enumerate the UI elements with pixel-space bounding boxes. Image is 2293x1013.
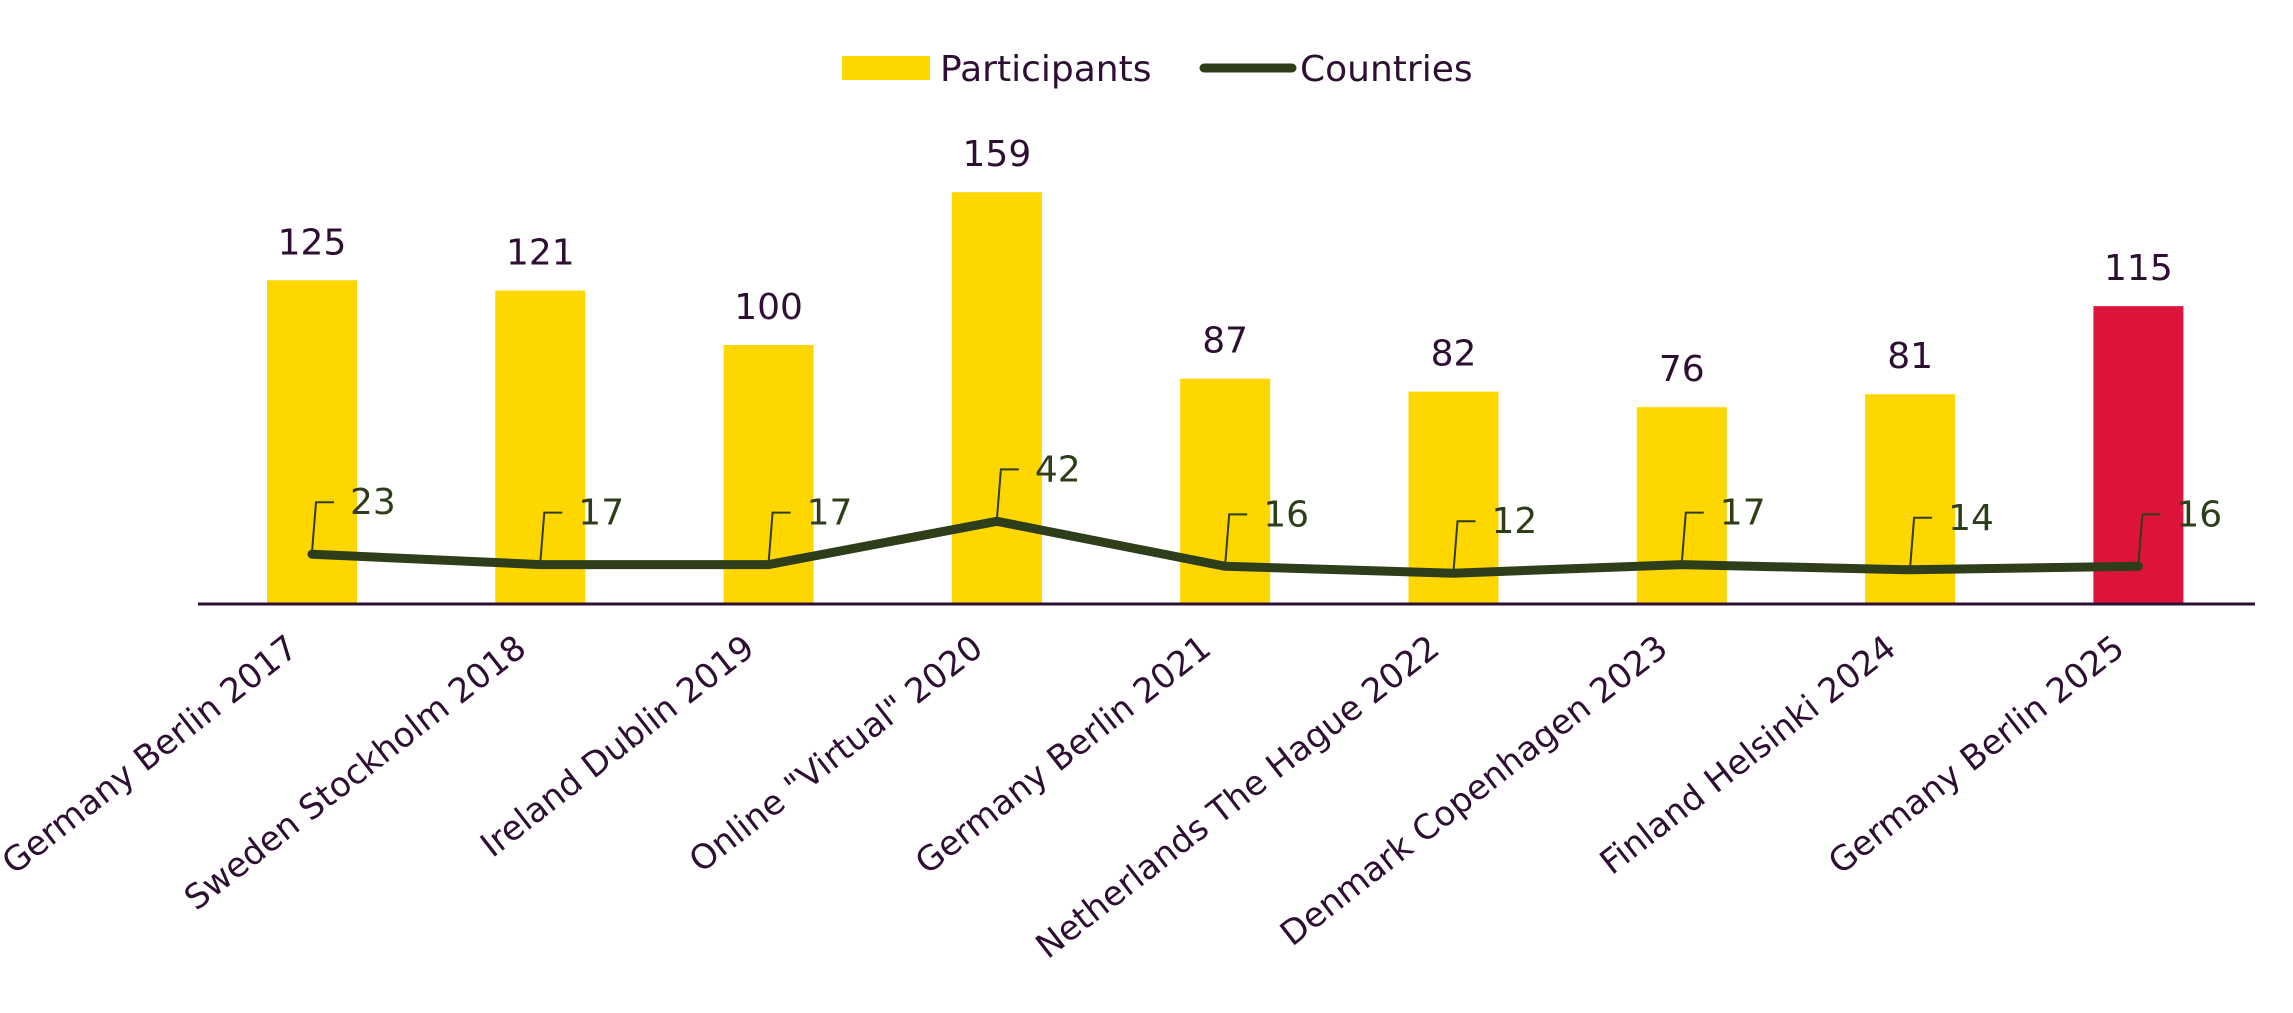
legend-swatch-participants — [842, 56, 930, 80]
category-label-5: Netherlands The Hague 2022 — [1028, 628, 1447, 967]
line-value-label-0: 23 — [350, 482, 396, 523]
bar-value-label-0: 125 — [278, 222, 347, 263]
line-leader-2 — [767, 511, 791, 563]
line-value-label-1: 17 — [578, 493, 624, 534]
line-value-label-3: 42 — [1035, 449, 1081, 490]
line-leader-6 — [1680, 511, 1704, 563]
legend: Participants Countries — [842, 49, 1473, 90]
line-leader-3 — [995, 468, 1019, 520]
bar-data-labels: 125 121 100 159 87 82 76 81 115 — [278, 134, 2173, 390]
bar-value-label-2: 100 — [734, 287, 803, 328]
bar-value-label-4: 87 — [1202, 321, 1248, 362]
line-value-label-6: 17 — [1720, 493, 1766, 534]
line-leader-1 — [539, 511, 563, 563]
countries-line — [307, 516, 2143, 578]
bar-6 — [1636, 407, 1727, 604]
bar-value-label-6: 76 — [1659, 349, 1705, 390]
bar-value-label-1: 121 — [506, 233, 575, 274]
category-label-6: Denmark Copenhagen 2023 — [1273, 628, 1675, 955]
bar-value-label-7: 81 — [1887, 336, 1933, 377]
line-value-label-8: 16 — [2176, 494, 2222, 535]
line-value-label-4: 16 — [1263, 494, 1309, 535]
legend-label-participants: Participants — [940, 49, 1151, 90]
bar-value-label-3: 159 — [963, 134, 1032, 175]
line-series-countries — [307, 468, 2161, 578]
line-leader-8 — [2137, 513, 2161, 565]
line-leader-5 — [1452, 520, 1476, 572]
line-value-label-5: 12 — [1492, 501, 1538, 542]
bar-value-label-8: 115 — [2104, 248, 2173, 289]
line-leader-0 — [311, 501, 334, 553]
bar-value-label-5: 82 — [1431, 334, 1477, 375]
legend-label-countries: Countries — [1300, 49, 1473, 90]
line-leader-4 — [1224, 513, 1248, 565]
bar-3 — [951, 192, 1042, 604]
line-value-label-2: 17 — [807, 493, 853, 534]
line-data-labels: 23 17 17 42 16 12 17 14 16 — [350, 449, 2222, 542]
line-leader-7 — [1909, 516, 1933, 568]
line-value-label-7: 14 — [1948, 498, 1994, 539]
